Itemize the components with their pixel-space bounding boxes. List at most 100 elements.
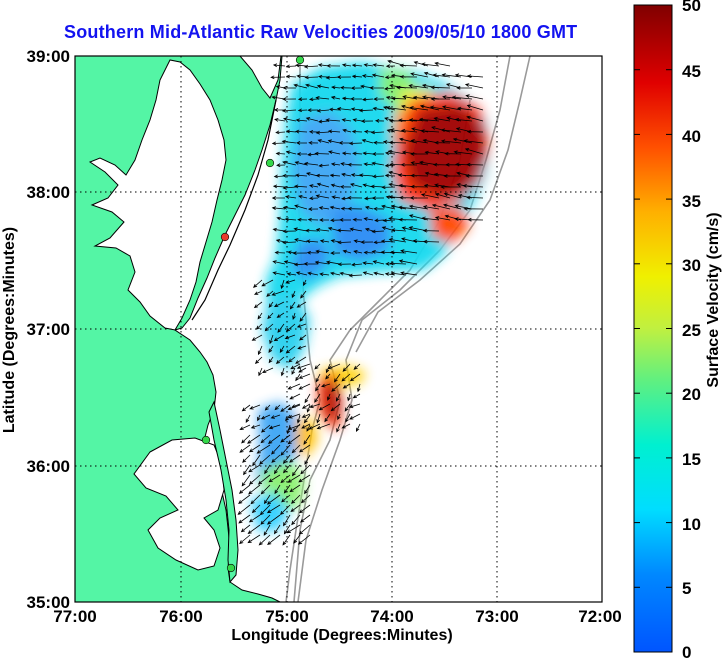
velocity-arrow (271, 206, 286, 210)
velocity-arrow (373, 271, 385, 276)
velocity-arrow (400, 271, 418, 276)
velocity-arrow (301, 423, 311, 429)
velocity-arrow (400, 162, 418, 167)
velocity-arrow (285, 345, 296, 354)
velocity-arrow (241, 434, 251, 444)
velocity-arrow (271, 95, 286, 100)
station-marker (295, 56, 305, 65)
velocity-arrow (363, 63, 374, 67)
velocity-arrow (308, 196, 319, 201)
velocity-arrow (289, 454, 301, 463)
velocity-arrow (299, 514, 311, 523)
velocity-arrow (348, 403, 361, 409)
radar-stations (201, 56, 305, 573)
velocity-arrow (342, 383, 351, 389)
velocity-arrow (422, 228, 440, 233)
velocity-arrow (283, 464, 291, 474)
velocity-arrow (303, 64, 319, 69)
velocity-arrow (440, 185, 461, 189)
colorbar-label: Surface Velocity (cm/s) (705, 212, 722, 387)
velocity-arrow (341, 423, 351, 429)
velocity-arrow (293, 227, 308, 232)
velocity-arrow (352, 217, 363, 222)
velocity-arrow (341, 373, 351, 382)
velocity-arrow (257, 414, 261, 422)
velocity-arrow (338, 141, 352, 145)
velocity-arrow (324, 413, 331, 423)
velocity-arrow (298, 504, 311, 514)
velocity-arrow (328, 150, 341, 155)
velocity-arrow (296, 74, 308, 79)
velocity-arrow (276, 163, 286, 168)
velocity-arrow (298, 444, 311, 453)
velocity-arrow (410, 173, 429, 178)
velocity-arrow (245, 414, 251, 424)
velocity-arrow (291, 367, 296, 375)
velocity-arrow (318, 163, 330, 168)
velocity-arrow (342, 249, 352, 254)
velocity-arrow (289, 301, 296, 310)
velocity-arrow (317, 139, 330, 144)
velocity-arrow (306, 250, 319, 255)
velocity-arrow (296, 301, 307, 308)
velocity-arrow (360, 119, 374, 124)
velocity-arrow (282, 97, 297, 101)
velocity-arrow (270, 75, 286, 80)
y-axis-label: Latitude (Degrees:Minutes) (1, 227, 18, 433)
station-marker (226, 563, 236, 573)
velocity-arrow (341, 172, 352, 177)
velocity-arrow (274, 524, 281, 535)
velocity-arrow (464, 148, 484, 155)
velocity-arrow (361, 139, 374, 144)
velocity-arrow (257, 474, 271, 485)
velocity-arrow (303, 434, 311, 445)
x-tick-label: 73:00 (475, 607, 518, 626)
velocity-arrow (360, 240, 374, 245)
velocity-arrow (271, 444, 281, 455)
velocity-arrow (339, 271, 352, 276)
velocity-arrow (261, 424, 271, 433)
velocity-arrow (434, 140, 451, 145)
velocity-arrow (294, 238, 308, 243)
velocity-arrow (454, 117, 473, 122)
velocity-arrow (297, 534, 311, 545)
velocity-arrow (273, 301, 285, 308)
velocity-arrow (418, 117, 440, 122)
velocity-arrow (287, 434, 301, 445)
velocity-arrow (446, 116, 462, 122)
velocity-arrow (408, 84, 429, 89)
velocity-arrow (382, 218, 396, 223)
velocity-arrow (330, 218, 341, 223)
velocity-arrow (410, 72, 429, 78)
velocity-arrow (371, 229, 385, 234)
velocity-arrow (253, 301, 263, 309)
velocity-arrow (269, 334, 274, 345)
velocity-arrow (464, 83, 484, 89)
velocity-arrow (258, 367, 263, 377)
velocity-arrow (408, 204, 429, 210)
velocity-arrow (410, 139, 429, 144)
colorbar-tick-label: 35 (682, 192, 701, 211)
velocity-arrow (248, 484, 261, 495)
x-axis-label: Longitude (Degrees:Minutes) (231, 627, 452, 644)
velocity-arrow (384, 86, 396, 91)
velocity-arrow (247, 534, 261, 544)
velocity-arrow (358, 108, 374, 113)
velocity-arrow (432, 73, 451, 78)
velocity-arrow (295, 373, 301, 382)
velocity-arrow (451, 95, 473, 100)
velocity-arrow (296, 414, 301, 424)
velocity-arrow (465, 174, 484, 178)
velocity-arrow (466, 74, 484, 78)
velocity-arrow (410, 152, 428, 156)
velocity-arrow (337, 413, 341, 421)
velocity-arrow (308, 129, 319, 134)
velocity-arrow (285, 414, 291, 422)
velocity-arrow (409, 196, 429, 200)
velocity-arrow (297, 345, 307, 350)
velocity-arrow (282, 160, 297, 166)
velocity-arrow (317, 74, 330, 79)
velocity-arrow (295, 356, 307, 364)
velocity-arrow (347, 162, 363, 167)
